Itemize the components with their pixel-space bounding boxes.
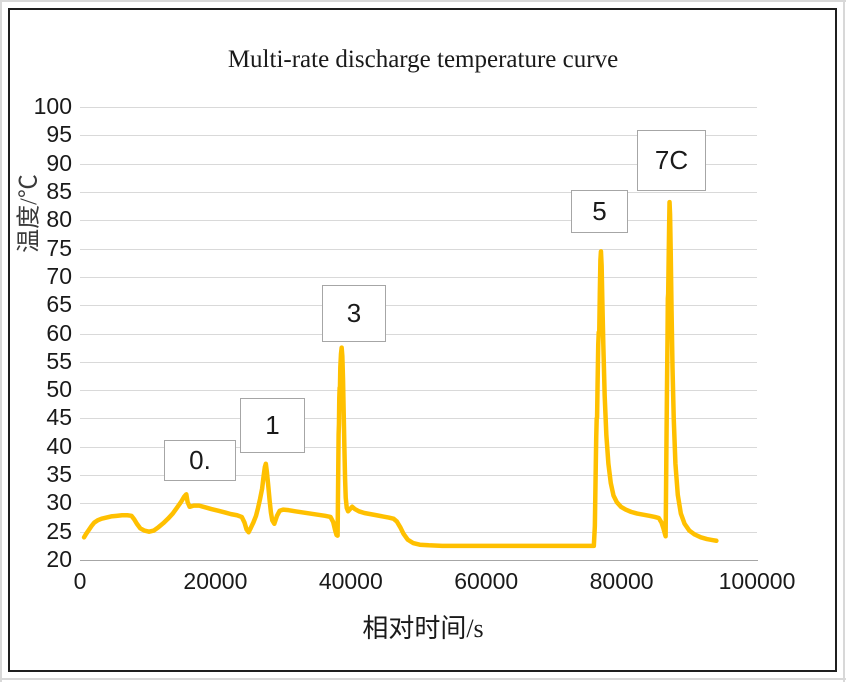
gridline	[80, 249, 757, 250]
gridline	[80, 334, 757, 335]
page-edge-top	[0, 0, 846, 2]
y-tick-label: 75	[46, 234, 72, 261]
x-tick-label: 20000	[183, 568, 248, 594]
y-tick-label: 45	[46, 404, 72, 431]
y-tick-label: 30	[46, 489, 72, 516]
page-edge-bottom	[0, 678, 846, 680]
y-tick-label: 35	[46, 461, 72, 488]
y-tick-label: 65	[46, 291, 72, 318]
gridline	[80, 305, 757, 306]
rate-callout-5c[interactable]: 5	[571, 190, 628, 233]
x-tick-label: 40000	[318, 568, 383, 594]
gridline	[80, 447, 757, 448]
y-tick-label: 85	[46, 177, 72, 204]
x-tick-label: 80000	[589, 568, 654, 594]
page-edge-left	[0, 0, 2, 682]
x-axis-line	[80, 560, 758, 561]
gridline	[80, 362, 757, 363]
y-tick-label: 100	[33, 93, 72, 119]
gridline	[80, 503, 757, 504]
rate-callout-0-5c[interactable]: 0.	[164, 440, 236, 481]
x-axis-title: 相对时间/s	[362, 614, 484, 643]
y-tick-label: 80	[46, 206, 72, 233]
temperature-series	[81, 199, 719, 549]
x-tick-label: 0	[73, 568, 87, 594]
gridline	[80, 164, 757, 165]
y-tick-label: 25	[46, 517, 72, 544]
y-tick-label: 55	[46, 347, 72, 374]
rate-callout-1c[interactable]: 1	[240, 398, 305, 453]
gridline	[80, 532, 757, 533]
y-tick-label: 20	[46, 546, 72, 572]
gridline	[80, 135, 757, 136]
rate-callout-3c[interactable]: 3	[322, 285, 386, 342]
y-axis-title: 温度/℃	[16, 174, 43, 253]
y-tick-label: 60	[46, 319, 72, 346]
gridline	[80, 192, 757, 193]
y-axis-tick-labels: 20 25 30 35 40 45 50 55 60 65 70 75 80 85 90 95 100	[10, 95, 72, 571]
gridline	[80, 390, 757, 391]
gridline	[80, 220, 757, 221]
y-tick-label: 50	[46, 376, 72, 403]
y-tick-label: 40	[46, 432, 72, 459]
page-edge-right	[843, 0, 845, 682]
gridline	[80, 277, 757, 278]
y-tick-label: 90	[46, 149, 72, 176]
plot-area	[80, 107, 757, 560]
x-tick-label: 100000	[718, 568, 796, 594]
gridline	[80, 418, 757, 419]
gridline	[80, 475, 757, 476]
chart-title: Multi-rate discharge temperature curve	[227, 46, 619, 73]
y-tick-label: 95	[46, 121, 72, 148]
x-tick-label: 60000	[454, 568, 519, 594]
gridline	[80, 107, 757, 108]
y-tick-label: 70	[46, 262, 72, 289]
rate-callout-7c[interactable]: 7C	[637, 130, 706, 191]
